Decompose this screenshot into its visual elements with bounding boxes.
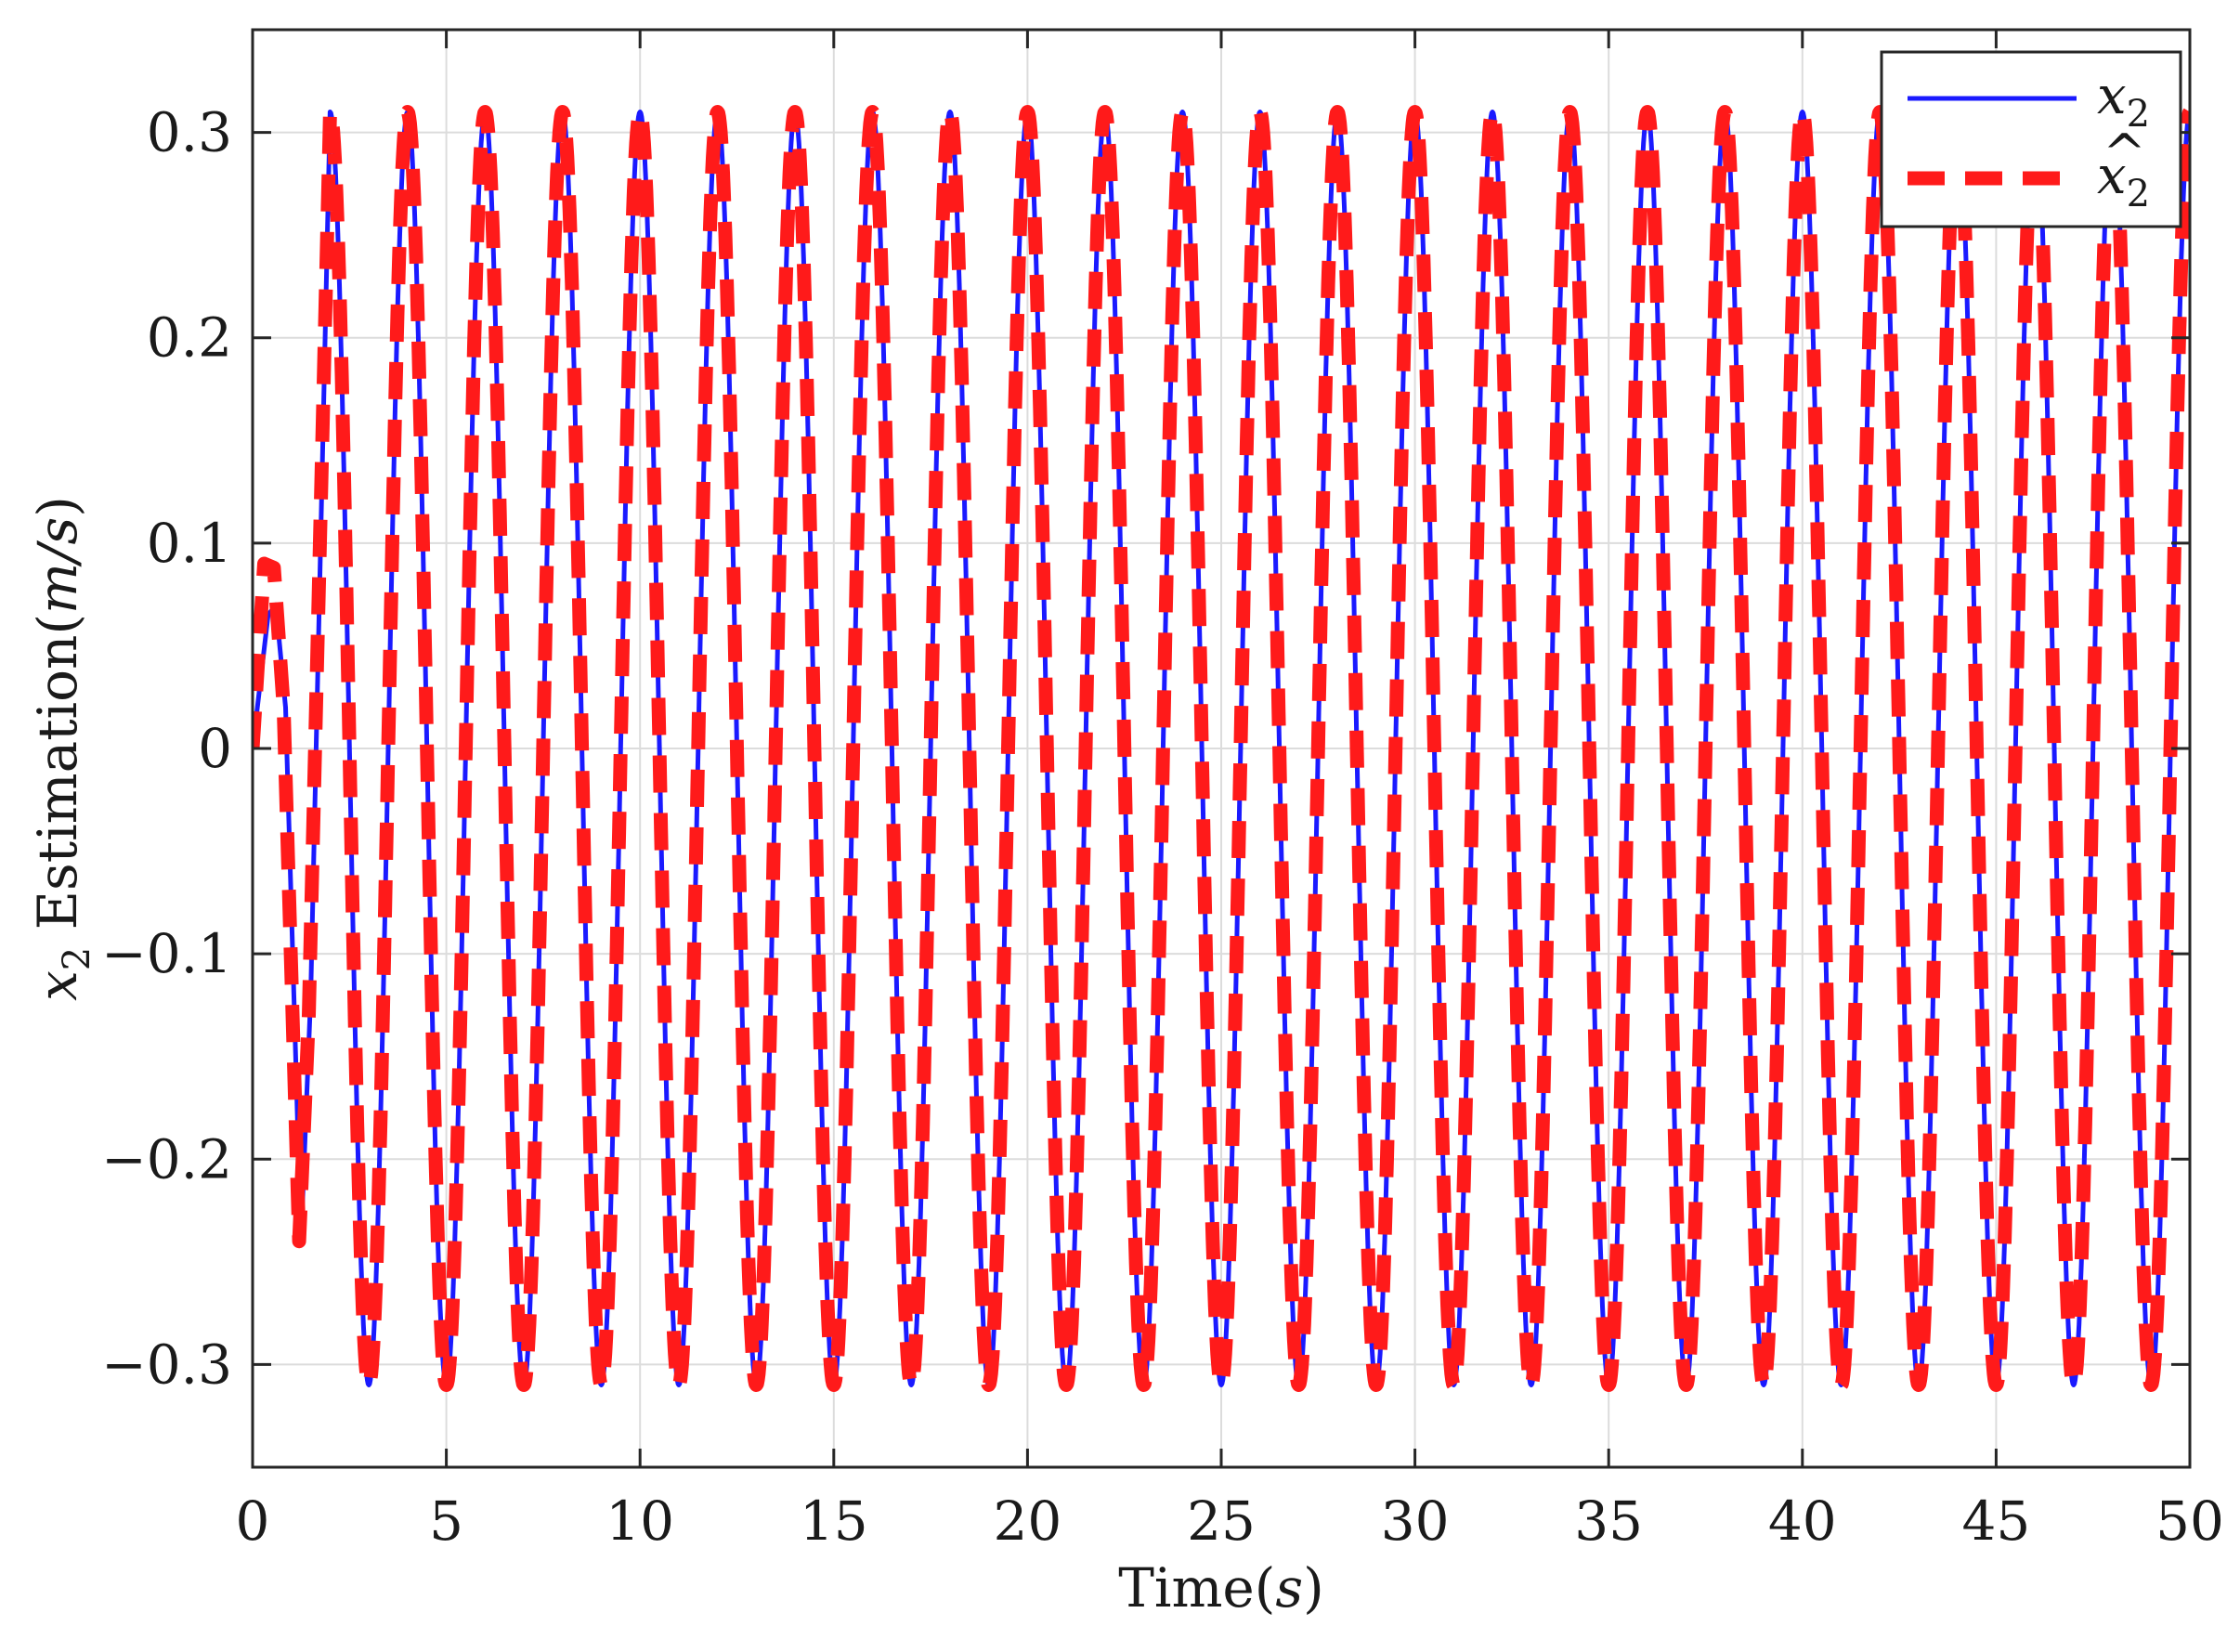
legend-label-x2-hat: x2 [2097, 146, 2150, 215]
y-tick-label-3: 0 [198, 717, 232, 780]
x-tick-label-6: 30 [1381, 1489, 1450, 1553]
x-tick-label-5: 25 [1187, 1489, 1256, 1553]
x-tick-label-10: 50 [2155, 1489, 2224, 1553]
y-tick-labels: −0.3 −0.2 −0.1 0 0.1 0.2 0.3 [101, 101, 232, 1397]
y-tick-label-6: 0.3 [147, 101, 232, 164]
x-tick-label-1: 5 [429, 1489, 463, 1553]
x-tick-labels: 0 5 10 15 20 25 30 35 40 45 50 [236, 1489, 2224, 1553]
series-line-x2-hat [253, 105, 2190, 1392]
legend-label-x2: x2 [2097, 66, 2150, 136]
y-axis-label: x2 Estimation(m/s) [26, 496, 98, 1001]
x-axis-label: Time(s) [1118, 1556, 1324, 1619]
x-tick-label-3: 15 [800, 1489, 868, 1553]
y-tick-label-4: 0.1 [147, 512, 232, 575]
y-tick-label-5: 0.2 [147, 306, 232, 370]
x-tick-label-0: 0 [236, 1489, 270, 1553]
x-tick-label-9: 45 [1961, 1489, 2030, 1553]
x-tick-label-7: 35 [1574, 1489, 1643, 1553]
y-tick-label-1: −0.2 [101, 1127, 232, 1190]
x-tick-label-8: 40 [1768, 1489, 1837, 1553]
y-tick-label-2: −0.1 [101, 922, 232, 985]
x-tick-label-2: 10 [606, 1489, 674, 1553]
plot-lines [253, 105, 2190, 1392]
legend: x2 x2 ^ [1880, 50, 2182, 228]
y-tick-label-0: −0.3 [101, 1333, 232, 1396]
x-tick-label-4: 20 [993, 1489, 1061, 1553]
legend-box [1880, 50, 2182, 228]
legend-hat-accent: ^ [2103, 124, 2146, 184]
